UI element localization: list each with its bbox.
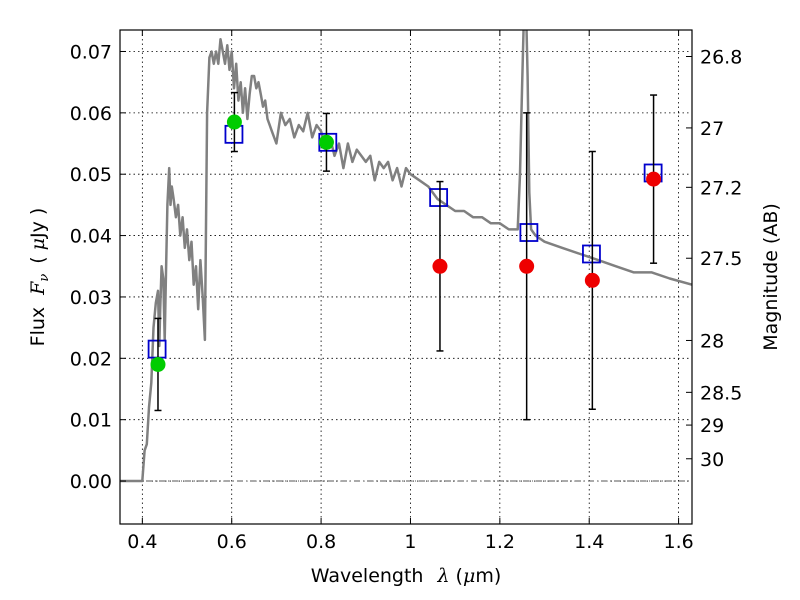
upper-limit-marker bbox=[646, 171, 662, 187]
y-axis-label: FluxFν(μJy ) bbox=[27, 208, 52, 347]
detection-marker bbox=[226, 114, 242, 130]
upper-limit-marker bbox=[519, 258, 535, 274]
upper-limit-marker bbox=[432, 258, 448, 274]
axis-ticks: 0.4 0.6 0.8 1 1.2 1.4 1.6 0.00 0.01 0.02 0.03 0.04 0… bbox=[70, 30, 742, 553]
y-tick-label: 0.03 bbox=[70, 287, 112, 309]
y2-tick-label: 28.5 bbox=[700, 382, 742, 404]
axes-frame bbox=[119, 29, 693, 525]
y-tick-label: 0.06 bbox=[70, 103, 112, 125]
x-tick-label: 0.4 bbox=[127, 531, 157, 553]
y2-axis-label: Magnitude (AB) bbox=[760, 203, 782, 351]
model-photometry-marker bbox=[582, 244, 601, 264]
model-photometry-marker bbox=[429, 188, 449, 207]
x-tick-label: 1.2 bbox=[485, 531, 515, 553]
y-tick-label: 0.07 bbox=[70, 41, 112, 63]
plot-area bbox=[120, 30, 692, 483]
x-tick-label: 1 bbox=[404, 531, 416, 553]
x-tick-label: 1.4 bbox=[574, 531, 604, 553]
model-photometry-marker bbox=[519, 223, 539, 242]
y2-tick-label: 30 bbox=[700, 449, 724, 471]
y-tick-label: 0.05 bbox=[70, 164, 112, 186]
x-axis-label: Wavelength λ (μm) bbox=[311, 565, 501, 587]
series-line-model-sed bbox=[120, 30, 692, 483]
y2-tick-label: 29 bbox=[700, 415, 724, 437]
x-tick-label: 0.6 bbox=[217, 531, 247, 553]
y2-tick-label: 28 bbox=[700, 330, 724, 352]
y2-tick-label: 27.2 bbox=[700, 177, 742, 199]
y2-tick-label: 27 bbox=[700, 118, 724, 140]
detection-marker bbox=[318, 134, 334, 150]
upper-limit-marker bbox=[584, 272, 600, 288]
detection-marker bbox=[150, 356, 166, 372]
y-tick-label: 0.02 bbox=[70, 348, 112, 370]
y-tick-label: 0.04 bbox=[70, 226, 112, 248]
y2-tick-label: 27.5 bbox=[700, 248, 742, 270]
y-tick-label: 0.00 bbox=[70, 471, 112, 493]
y2-tick-label: 26.8 bbox=[700, 46, 742, 68]
x-tick-label: 0.8 bbox=[306, 531, 336, 553]
y-tick-label: 0.01 bbox=[70, 410, 112, 432]
x-tick-label: 1.6 bbox=[663, 531, 693, 553]
